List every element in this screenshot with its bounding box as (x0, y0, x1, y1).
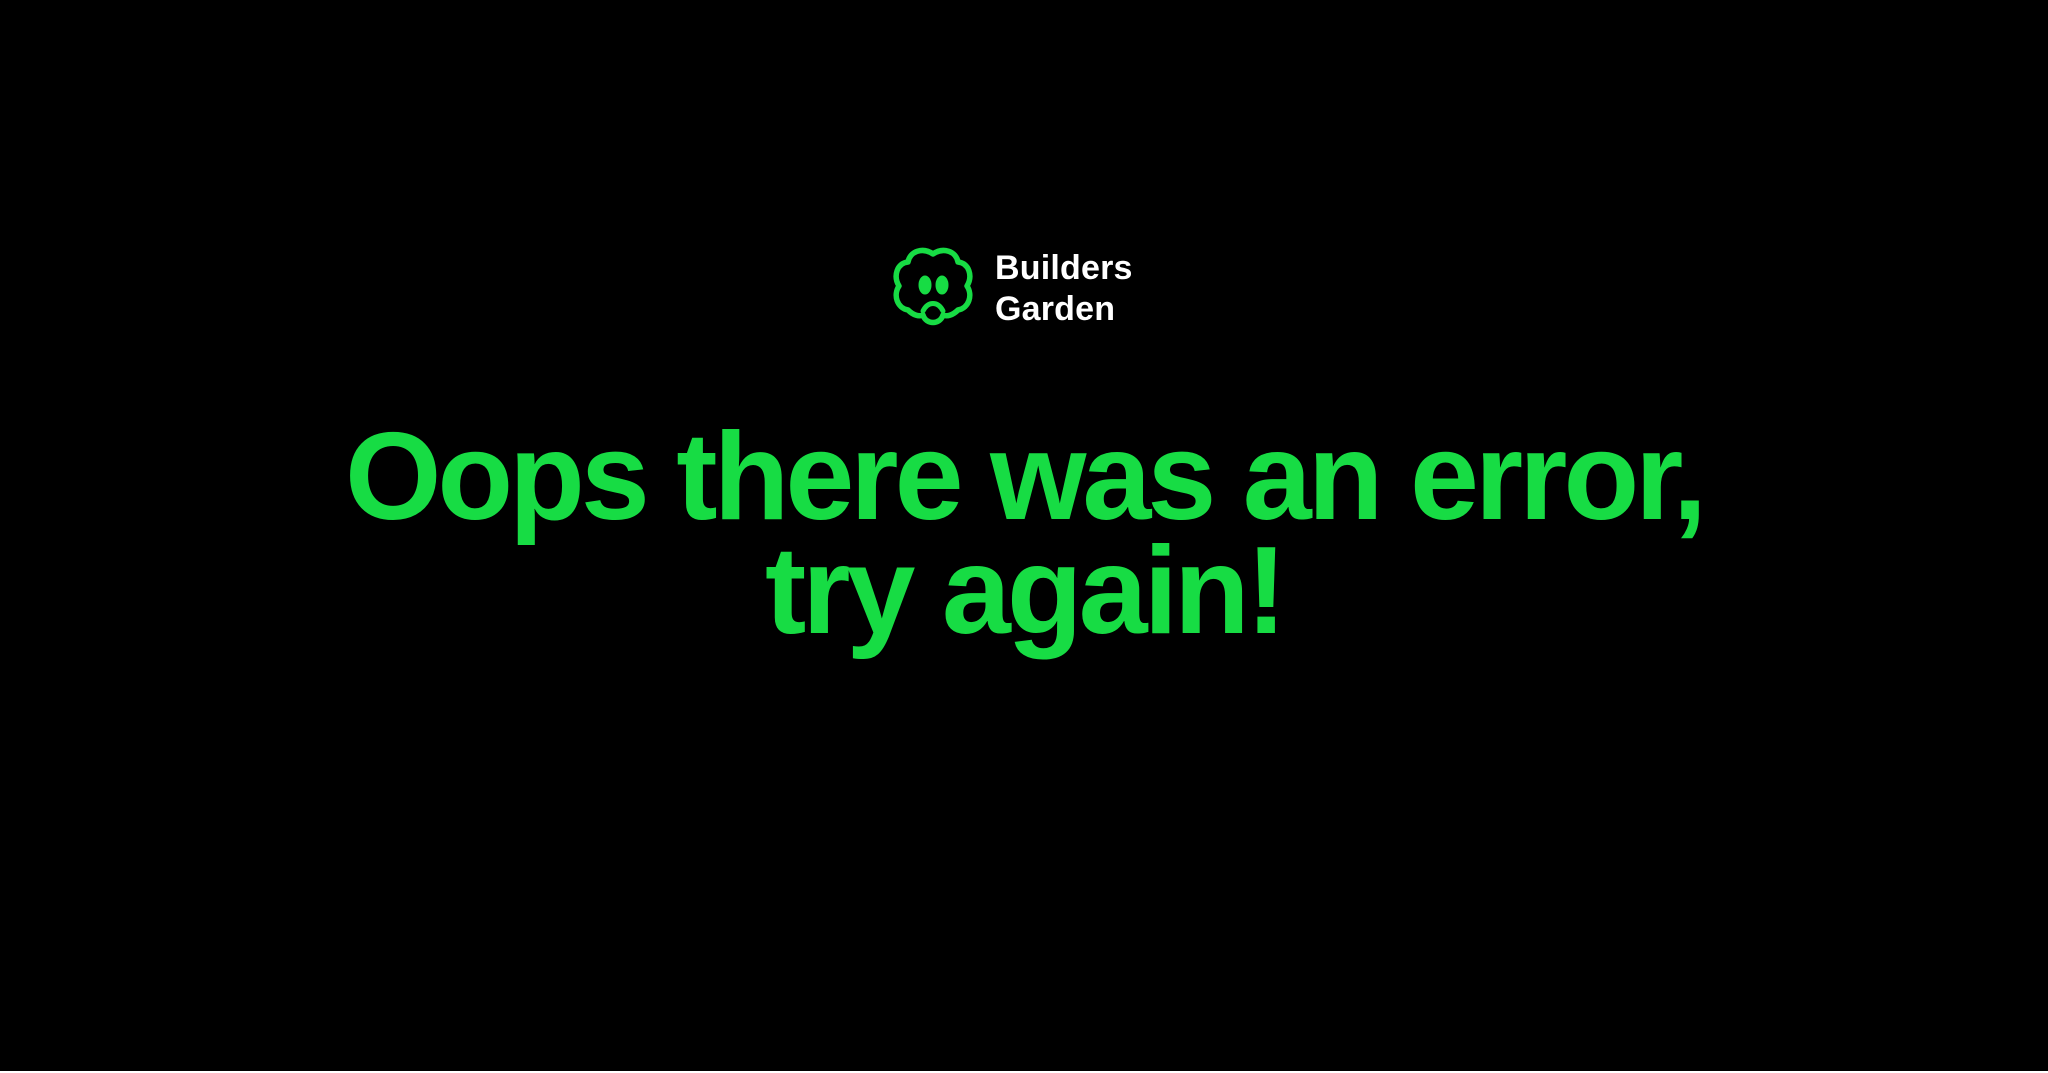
builders-garden-tree-face-icon (893, 247, 973, 326)
brand-name-line-2: Garden (995, 290, 1116, 328)
error-message-line-1: Oops there was an error, (344, 408, 1707, 546)
error-message: Oops there was an error, try again! (0, 408, 2048, 660)
brand-name-line-1: Builders (995, 249, 1133, 287)
brand-name: Builders Garden (995, 248, 1133, 330)
error-message-line-2: try again! (764, 522, 1287, 660)
builders-garden-logo[interactable]: Builders Garden (892, 246, 1133, 332)
